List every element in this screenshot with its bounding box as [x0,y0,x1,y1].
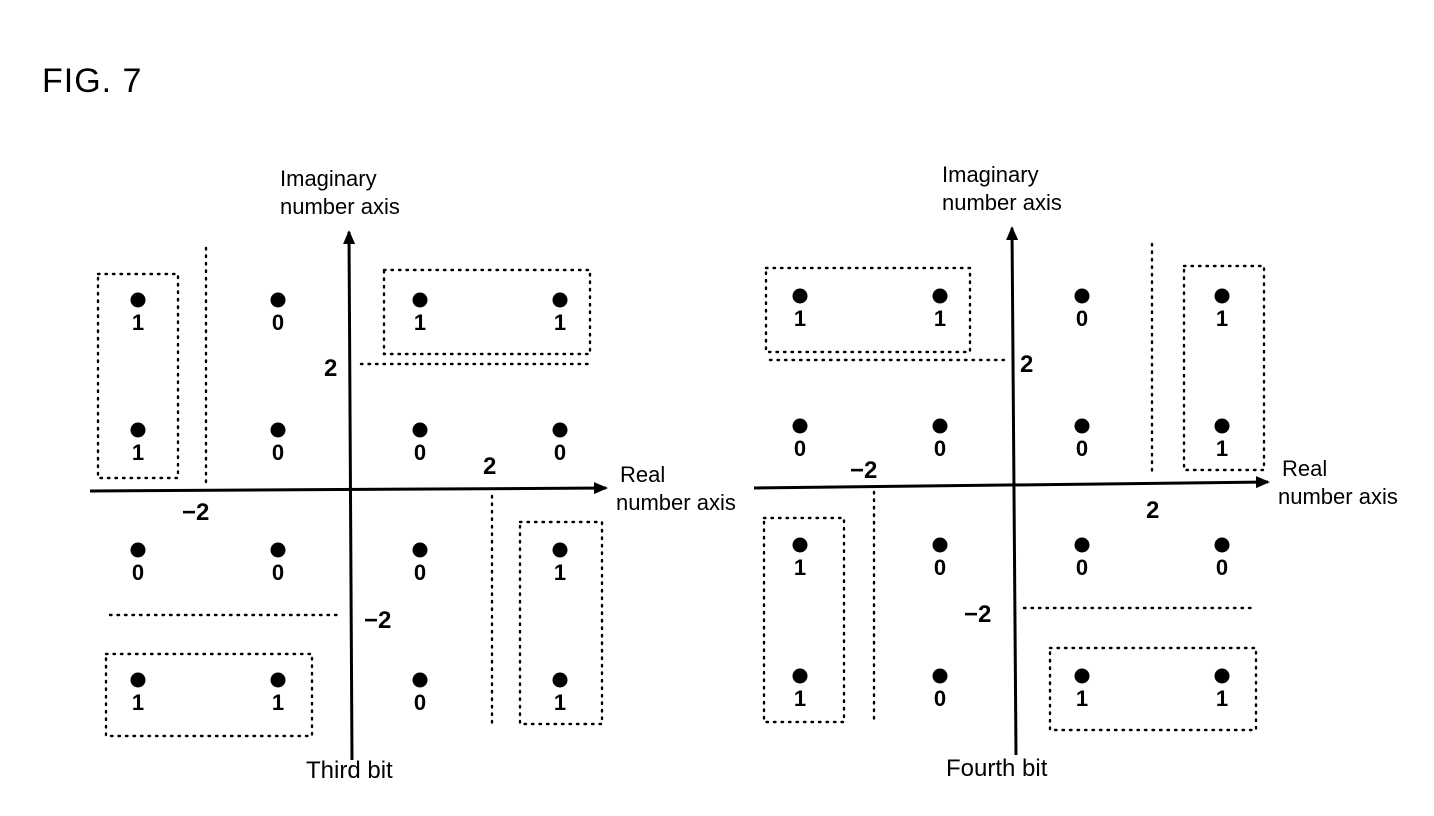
constellation-point [131,673,146,688]
point-bit-label: 1 [794,686,806,711]
imag-tick-pos: 2 [324,355,337,382]
constellation-point [1075,538,1090,553]
constellation-point [413,543,428,558]
constellation-point [793,538,808,553]
real-tick-neg: −2 [850,457,877,484]
point-bit-label: 1 [132,690,144,715]
constellation-point [1215,669,1230,684]
constellation-point [1215,289,1230,304]
real-axis-title-line2: number axis [1278,484,1398,509]
constellation-point [413,673,428,688]
constellation-point [131,293,146,308]
imaginary-axis [1012,228,1016,755]
imag-tick-neg: −2 [964,601,991,628]
imag-axis-title-line2: number axis [280,194,400,219]
constellation-point [271,423,286,438]
point-bit-label: 0 [414,440,426,465]
constellation-point [1075,669,1090,684]
constellation-point [933,669,948,684]
constellation-point [933,419,948,434]
constellation-point [793,419,808,434]
point-bit-label: 0 [272,310,284,335]
constellation-point [271,293,286,308]
point-bit-label: 1 [554,690,566,715]
point-bit-label: 1 [554,560,566,585]
point-bit-label: 1 [934,306,946,331]
constellation-point [553,543,568,558]
real-axis-title-line1: Real [620,462,665,487]
panel-caption: Third bit [306,757,393,784]
point-bit-label: 0 [272,560,284,585]
imag-axis-title-line1: Imaginary [280,166,377,191]
constellation-point [413,293,428,308]
constellation-point [1075,289,1090,304]
constellation-point [413,423,428,438]
constellation-point [1215,419,1230,434]
constellation-point [1075,419,1090,434]
point-bit-label: 0 [414,690,426,715]
point-bit-label: 0 [1076,306,1088,331]
imaginary-axis [349,232,352,760]
point-bit-label: 0 [1076,436,1088,461]
point-bit-label: 1 [1216,306,1228,331]
point-bit-label: 0 [414,560,426,585]
constellation-point [271,673,286,688]
constellation-point [553,673,568,688]
constellation-point [793,289,808,304]
point-bit-label: 1 [554,310,566,335]
imag-axis-title-line1: Imaginary [942,162,1039,187]
panel-caption: Fourth bit [946,755,1048,782]
point-bit-label: 0 [934,436,946,461]
point-bit-label: 1 [132,440,144,465]
imag-axis-title-line2: number axis [942,190,1062,215]
point-bit-label: 1 [272,690,284,715]
real-tick-pos: 2 [1146,497,1159,524]
imag-tick-neg: −2 [364,607,391,634]
point-bit-label: 1 [132,310,144,335]
point-bit-label: 0 [934,686,946,711]
point-bit-label: 0 [1216,555,1228,580]
point-bit-label: 0 [554,440,566,465]
point-bit-label: 1 [1076,686,1088,711]
real-axis [90,488,606,491]
point-bit-label: 0 [794,436,806,461]
real-axis-title-line1: Real [1282,456,1327,481]
constellation-point [131,543,146,558]
point-bit-label: 1 [414,310,426,335]
point-bit-label: 0 [272,440,284,465]
point-bit-label: 0 [132,560,144,585]
constellation-point [553,423,568,438]
real-axis [754,482,1268,488]
panel-fourth-bit: Imaginary number axis Real number axis 2… [754,162,1398,782]
point-bit-label: 1 [1216,686,1228,711]
point-bit-label: 1 [1216,436,1228,461]
real-axis-title-line2: number axis [616,490,736,515]
constellation-point [131,423,146,438]
panel-third-bit: Imaginary number axis Real number axis 2… [90,166,736,784]
constellation-point [1215,538,1230,553]
point-bit-label: 0 [1076,555,1088,580]
real-tick-neg: −2 [182,499,209,526]
constellation-point [933,289,948,304]
real-tick-pos: 2 [483,453,496,480]
point-bit-label: 1 [794,555,806,580]
point-bit-label: 0 [934,555,946,580]
constellation-point [553,293,568,308]
imag-tick-pos: 2 [1020,351,1033,378]
point-bit-label: 1 [794,306,806,331]
constellation-point [271,543,286,558]
constellation-point [933,538,948,553]
constellation-point [793,669,808,684]
